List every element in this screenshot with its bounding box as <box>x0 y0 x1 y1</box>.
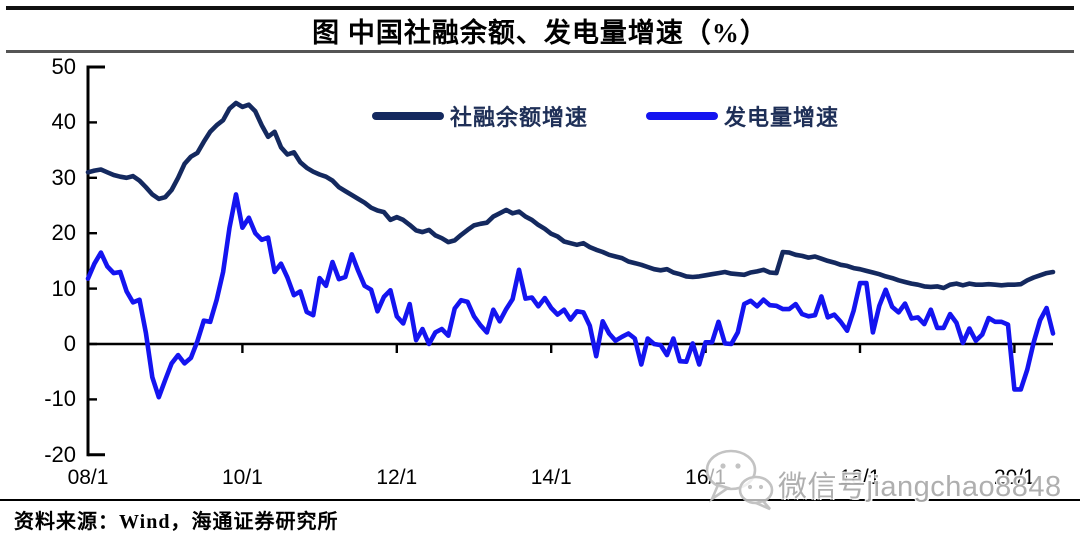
x-tick-label: 14/1 <box>530 466 572 489</box>
top-border-line <box>6 6 1074 10</box>
y-tick-label: 30 <box>51 164 76 190</box>
watermark: 微信号jiangchao8848 <box>704 445 1080 513</box>
title-separator-line <box>6 50 1074 53</box>
y-tick-label: 10 <box>51 275 76 301</box>
x-tick-label: 08/1 <box>67 466 109 489</box>
legend-label-fdl: 发电量增速 <box>724 105 840 130</box>
x-tick-label: 12/1 <box>376 466 418 489</box>
y-tick-label: 40 <box>51 109 76 135</box>
series-line-2 <box>85 192 1056 400</box>
legend-item-shsf: 社融余额增速 <box>372 100 588 132</box>
legend-swatch-shsf <box>372 112 444 120</box>
y-tick-label: 0 <box>63 331 76 356</box>
watermark-text: 微信号jiangchao8848 <box>778 471 1062 503</box>
x-tick-label: 10/1 <box>221 466 263 489</box>
chart-title: 图 中国社融余额、发电量增速（%） <box>312 18 768 48</box>
y-tick-label: 50 <box>51 54 76 79</box>
wechat-icon <box>705 449 774 511</box>
series-line-1 <box>85 100 1056 291</box>
legend-label-shsf: 社融余额增速 <box>450 105 589 130</box>
chart-legend: 社融余额增速 发电量增速 <box>372 100 839 132</box>
source-text: 资料来源：Wind，海通证券研究所 <box>14 511 339 533</box>
y-tick-label: 20 <box>51 220 76 246</box>
footer-separator-line <box>0 499 1080 501</box>
x-tick-label: 18/1 <box>839 466 881 489</box>
y-tick-label: -10 <box>44 386 76 412</box>
y-tick-label: -20 <box>44 441 76 467</box>
x-tick-label: 20/1 <box>993 466 1035 489</box>
legend-swatch-fdl <box>646 112 719 120</box>
legend-item-fdl: 发电量增速 <box>646 100 839 132</box>
